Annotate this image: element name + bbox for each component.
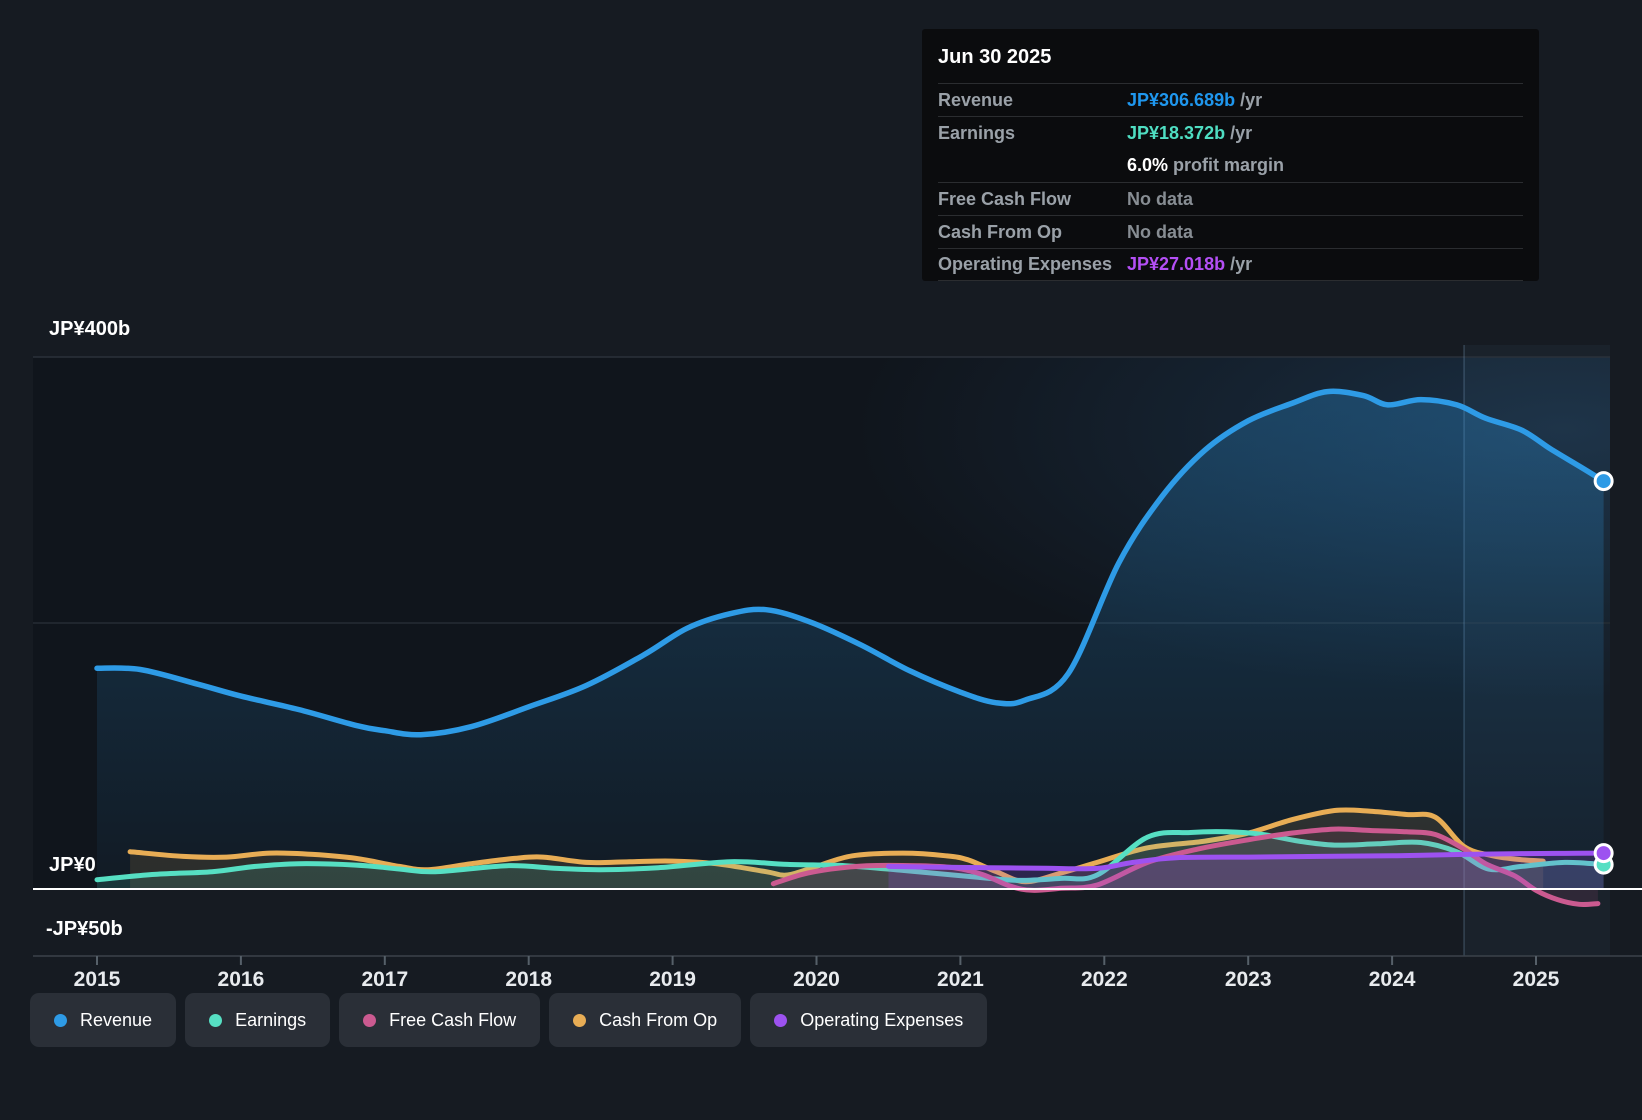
legend-dot-free-cash-flow-icon <box>363 1013 377 1027</box>
end-marker-revenue <box>1593 471 1614 492</box>
x-axis-label: 2023 <box>1225 968 1272 991</box>
tooltip-row-operating-expenses: Operating Expenses JP¥27.018b /yr <box>938 248 1523 281</box>
legend-label: Cash From Op <box>599 1009 718 1030</box>
chart-tooltip: Jun 30 2025 Revenue JP¥306.689b /yr Earn… <box>922 29 1539 281</box>
tooltip-value: 6.0% <box>1127 155 1169 175</box>
series-line-operating-expenses <box>886 850 1607 872</box>
tooltip-label: Earnings <box>938 122 1016 143</box>
x-axis-label: 2019 <box>649 968 696 991</box>
x-axis-label: 2015 <box>74 968 121 991</box>
tooltip-value: JP¥27.018b <box>1127 254 1226 274</box>
x-axis-label: 2022 <box>1081 968 1128 991</box>
tooltip-value-suffix: /yr <box>1235 89 1263 110</box>
tooltip-row-earnings: Earnings JP¥18.372b /yr <box>938 116 1523 149</box>
tooltip-value: No data <box>1127 188 1194 209</box>
tooltip-row-profit-margin: 6.0% profit margin <box>938 149 1523 182</box>
tooltip-value: No data <box>1127 221 1194 242</box>
legend-chip-earnings[interactable]: Earnings <box>185 993 331 1047</box>
tooltip-label: Free Cash Flow <box>938 188 1072 209</box>
legend-label: Operating Expenses <box>800 1009 964 1030</box>
series-area-operating-expenses <box>888 853 1604 889</box>
tooltip-value-suffix: /yr <box>1225 254 1253 274</box>
tooltip-row-revenue: Revenue JP¥306.689b /yr <box>938 83 1523 116</box>
y-axis-label-zero: JP¥0 <box>49 854 96 876</box>
y-axis-label-400b: JP¥400b <box>49 318 131 340</box>
x-axis-label: 2024 <box>1369 968 1416 991</box>
legend-dot-cash-from-op-icon <box>573 1013 587 1027</box>
legend-dot-operating-expenses-icon <box>774 1013 788 1027</box>
legend-chip-revenue[interactable]: Revenue <box>30 993 177 1047</box>
legend-label: Revenue <box>80 1009 153 1030</box>
legend-chip-operating-expenses[interactable]: Operating Expenses <box>750 993 988 1047</box>
end-marker-operating-expenses <box>1593 843 1614 864</box>
tooltip-value: JP¥18.372b <box>1127 122 1226 143</box>
tooltip-label: Operating Expenses <box>938 254 1113 274</box>
legend-dot-earnings-icon <box>209 1013 223 1027</box>
tooltip-date: Jun 30 2025 <box>938 46 1052 68</box>
x-axis-label: 2017 <box>361 968 408 991</box>
tooltip-label: Cash From Op <box>938 221 1063 242</box>
x-axis-label: 2020 <box>793 968 840 991</box>
legend-label: Free Cash Flow <box>389 1009 517 1030</box>
legend-dot-revenue-icon <box>54 1013 67 1027</box>
x-axis-label: 2025 <box>1513 968 1560 991</box>
series-line-earnings <box>94 829 1607 883</box>
tooltip-row-free-cash-flow: Free Cash Flow No data <box>938 182 1523 215</box>
chart-legend: Revenue Earnings Free Cash Flow Cash From O… <box>30 993 988 1047</box>
tooltip-value-suffix: /yr <box>1225 122 1253 143</box>
x-axis-label: 2016 <box>218 968 265 991</box>
tooltip-value-suffix: profit margin <box>1168 155 1285 175</box>
x-axis-label: 2021 <box>937 968 984 991</box>
series-area-earnings <box>97 831 1604 889</box>
tooltip-value: JP¥306.689b <box>1127 89 1236 110</box>
legend-label: Earnings <box>235 1009 307 1030</box>
tooltip-label: Revenue <box>938 89 1014 110</box>
tooltip-row-cash-from-op: Cash From Op No data <box>938 215 1523 248</box>
legend-chip-free-cash-flow[interactable]: Free Cash Flow <box>339 993 541 1047</box>
series-area-free-cash-flow <box>773 829 1598 905</box>
y-axis-label-neg50b: -JP¥50b <box>46 918 123 940</box>
x-axis-label: 2018 <box>505 968 552 991</box>
series-line-revenue <box>94 388 1607 738</box>
legend-chip-cash-from-op[interactable]: Cash From Op <box>549 993 742 1047</box>
